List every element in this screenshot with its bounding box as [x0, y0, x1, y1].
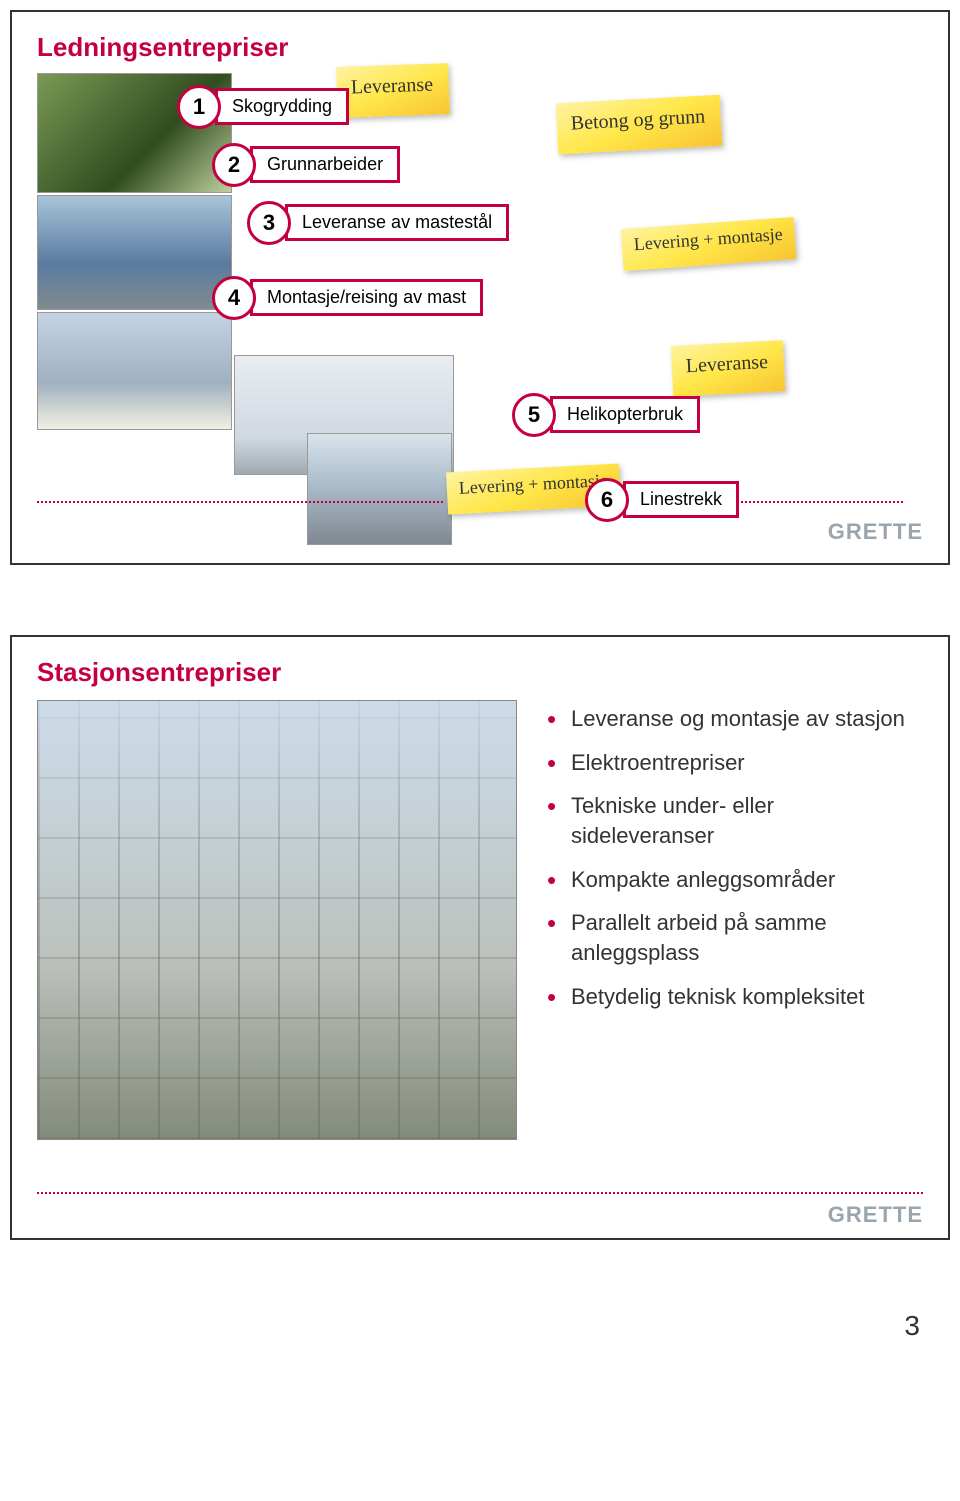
step-6-circle: 6: [585, 478, 629, 522]
bullet-item: Tekniske under- eller sideleveranser: [547, 791, 923, 850]
slide2-title: Stasjonsentrepriser: [37, 657, 923, 688]
step-4-circle: 4: [212, 276, 256, 320]
slide2-divider: [37, 1192, 923, 1194]
sticky-levering-montasje-1: Levering + montasje: [621, 217, 797, 271]
step-3-label: Leveranse av mastestål: [285, 204, 509, 241]
step-2-circle: 2: [212, 143, 256, 187]
slide2-bullets: Leveranse og montasje av stasjon Elektro…: [547, 700, 923, 1180]
step-4-label: Montasje/reising av mast: [250, 279, 483, 316]
sticky-leveranse-1: Leveranse: [336, 63, 450, 118]
bullet-item: Betydelig teknisk kompleksitet: [547, 982, 923, 1012]
slide-ledningsentrepriser: Ledningsentrepriser Leveranse Betong og …: [10, 10, 950, 565]
bullet-item: Leveranse og montasje av stasjon: [547, 704, 923, 734]
step-5-circle: 5: [512, 393, 556, 437]
step-2-label: Grunnarbeider: [250, 146, 400, 183]
bullet-item: Kompakte anleggsområder: [547, 865, 923, 895]
slide-stasjonsentrepriser: Stasjonsentrepriser Leveranse og montasj…: [10, 635, 950, 1240]
step-1-label: Skogrydding: [215, 88, 349, 125]
slide1-title: Ledningsentrepriser: [37, 32, 923, 63]
step-3-circle: 3: [247, 201, 291, 245]
logo-grette-1: GRETTE: [828, 519, 923, 545]
bullet-item: Elektroentrepriser: [547, 748, 923, 778]
photo-groundwork: [37, 195, 232, 310]
slide1-divider-left: [37, 501, 443, 503]
step-5-label: Helikopterbruk: [550, 396, 700, 433]
slide2-body: Leveranse og montasje av stasjon Elektro…: [37, 700, 923, 1180]
photo-lineworker: [307, 433, 452, 545]
step-1-circle: 1: [177, 85, 221, 129]
sticky-leveranse-2: Leveranse: [671, 340, 786, 397]
photo-crane: [37, 312, 232, 430]
step-6-label: Linestrekk: [623, 481, 739, 518]
photo-station: [37, 700, 517, 1140]
page-number: 3: [10, 1310, 950, 1342]
logo-grette-2: GRETTE: [828, 1202, 923, 1228]
bullet-item: Parallelt arbeid på samme anleggsplass: [547, 908, 923, 967]
sticky-betong: Betong og grunn: [556, 95, 723, 155]
slide1-body: Leveranse Betong og grunn Levering + mon…: [37, 73, 923, 553]
